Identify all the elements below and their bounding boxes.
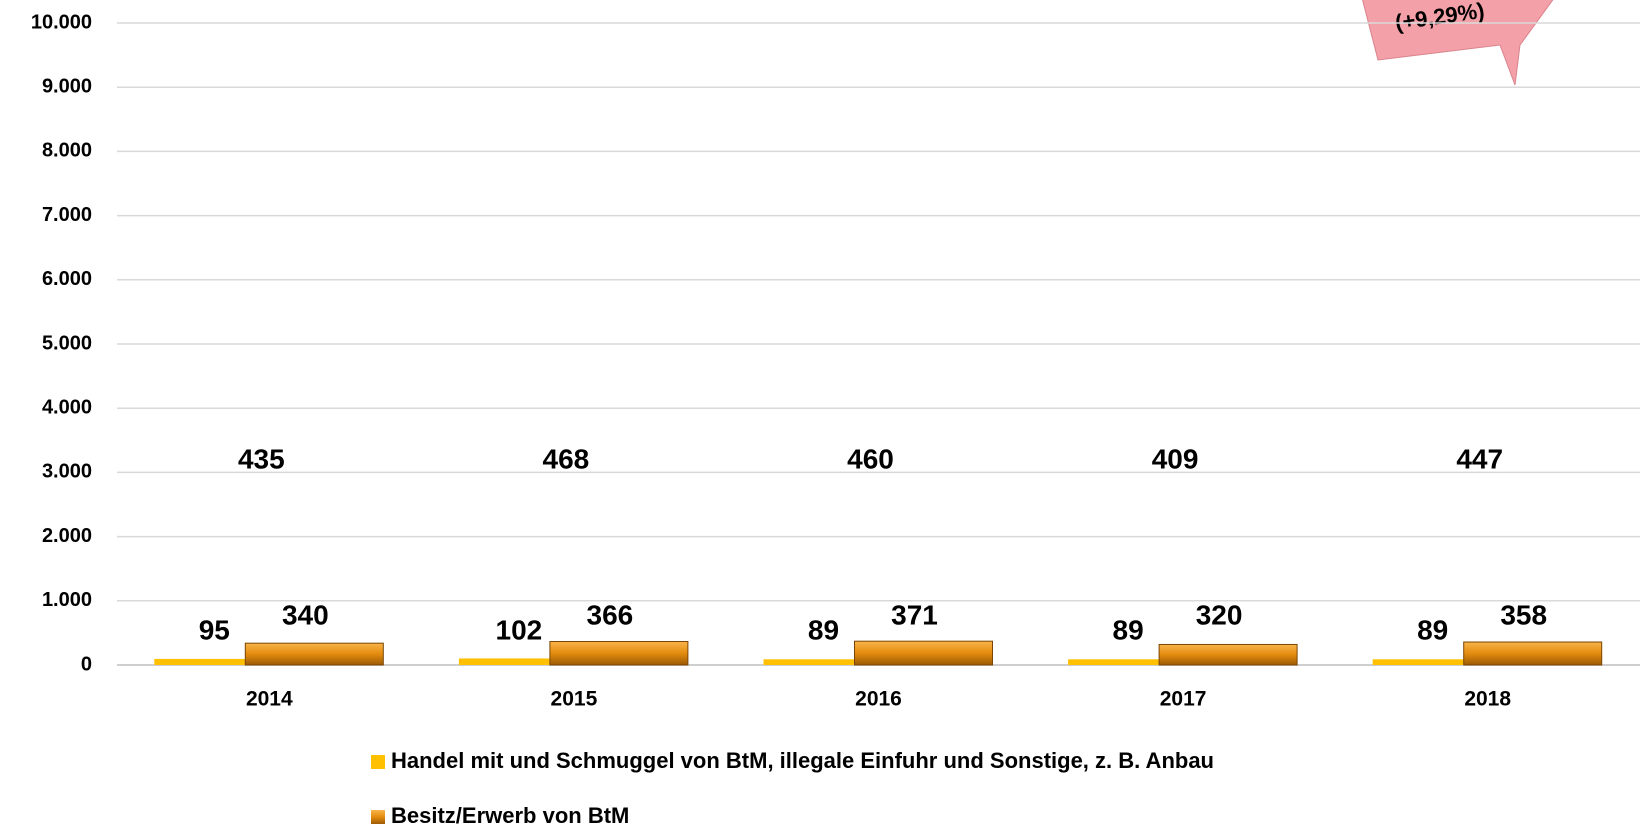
- y-tick-label: 3.000: [42, 461, 92, 483]
- x-tick-label: 2018: [1464, 688, 1511, 711]
- data-label: 95: [199, 614, 230, 645]
- bar: [458, 658, 550, 665]
- y-tick-label: 0: [81, 653, 92, 675]
- y-tick-label: 6.000: [42, 268, 92, 290]
- bar: [854, 640, 993, 666]
- y-tick-label: 4.000: [42, 396, 92, 418]
- bar: [1068, 659, 1160, 665]
- y-tick-label: 1.000: [42, 589, 92, 611]
- total-label: 447: [1456, 443, 1503, 474]
- callout: (+9,29%): [1362, 0, 1554, 86]
- callout-shape: [1362, 0, 1554, 86]
- bar: [1158, 643, 1298, 666]
- data-label: 366: [587, 599, 634, 630]
- x-tick-label: 2014: [246, 688, 293, 711]
- x-tick-label: 2015: [551, 688, 598, 711]
- y-tick-label: 5.000: [42, 332, 92, 354]
- legend-swatch: [371, 755, 385, 769]
- total-label: 409: [1152, 443, 1199, 474]
- total-label: 435: [238, 443, 285, 474]
- legend-label: Besitz/Erwerb von BtM: [391, 803, 629, 828]
- bar: [244, 642, 384, 666]
- bar: [1372, 659, 1464, 665]
- legend-swatch: [371, 810, 385, 824]
- total-label: 460: [847, 443, 894, 474]
- data-label: 340: [282, 599, 329, 630]
- data-label: 320: [1196, 599, 1243, 630]
- y-tick-label: 9.000: [42, 75, 92, 97]
- y-tick-label: 10.000: [31, 11, 92, 33]
- y-tick-label: 7.000: [42, 204, 92, 226]
- bar: [549, 641, 689, 666]
- y-tick-label: 2.000: [42, 525, 92, 547]
- bar: [154, 658, 246, 665]
- y-tick-label: 8.000: [42, 140, 92, 162]
- legend-label: Handel mit und Schmuggel von BtM, illega…: [391, 748, 1214, 773]
- bar: [1463, 641, 1603, 666]
- data-label: 89: [1113, 614, 1144, 645]
- data-label: 358: [1500, 599, 1547, 630]
- bar: [763, 659, 855, 665]
- total-label: 468: [543, 443, 590, 474]
- data-label: 102: [496, 614, 543, 645]
- data-label: 89: [1417, 614, 1448, 645]
- x-tick-label: 2016: [855, 688, 902, 711]
- data-label: 89: [808, 614, 839, 645]
- x-tick-label: 2017: [1160, 688, 1207, 711]
- data-label: 371: [891, 599, 938, 630]
